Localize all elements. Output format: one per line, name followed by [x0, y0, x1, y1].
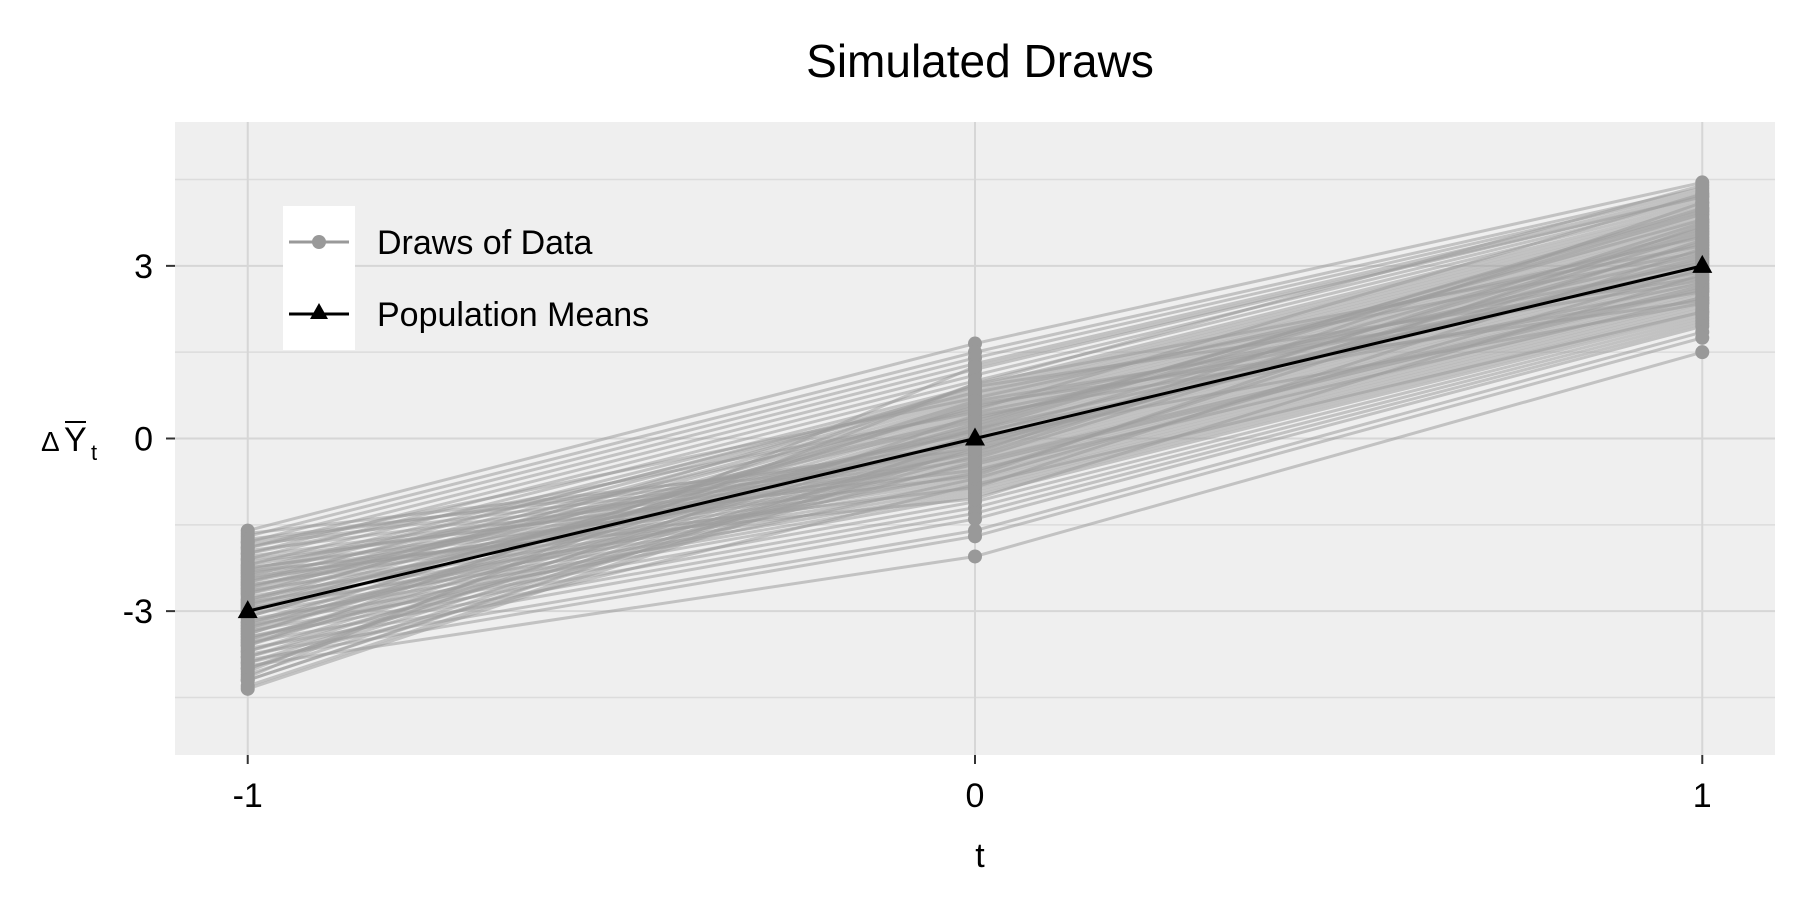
y-tick-label: 3: [134, 248, 153, 286]
draw-point: [1695, 270, 1710, 285]
y-axis-delta-symbol: Δ: [41, 426, 60, 457]
draw-point: [1695, 296, 1710, 311]
draw-point: [1695, 201, 1710, 216]
draw-point: [968, 491, 982, 506]
x-axis-title: t: [975, 837, 985, 875]
draw-point: [240, 572, 255, 587]
draw-point: [968, 379, 982, 394]
legend-label-means: Population Means: [377, 296, 649, 334]
y-axis-title: Δ Y t: [41, 421, 97, 465]
draw-point: [240, 560, 255, 575]
y-axis-main-label: Y: [64, 421, 87, 459]
draw-point: [1695, 186, 1710, 201]
draw-point: [968, 402, 982, 417]
draw-point: [240, 673, 255, 688]
population-means-group: [237, 254, 1713, 619]
legend-means-marker: [310, 303, 328, 319]
x-tick-label: -1: [233, 777, 263, 815]
legend-key-background: [283, 206, 355, 350]
draw-point: [968, 443, 982, 458]
population-mean-marker: [237, 600, 258, 619]
axes-group: -1 0 1 -3 0 3: [123, 248, 1712, 815]
population-mean-marker: [1692, 254, 1713, 273]
x-tick-label: 0: [966, 777, 985, 815]
draw-point: [240, 535, 255, 550]
draw-point: [968, 529, 982, 544]
draw-point: [968, 549, 982, 564]
y-tick-label: -3: [123, 593, 153, 631]
legend: Draws of Data Population Means: [283, 206, 649, 350]
draw-point: [968, 359, 982, 374]
legend-label-draws: Draws of Data: [377, 224, 592, 262]
draw-point: [1695, 330, 1710, 345]
draw-series-group: [240, 175, 1710, 696]
draw-point: [1695, 345, 1710, 360]
y-tick-label: 0: [134, 421, 153, 459]
draw-point: [240, 635, 255, 650]
draw-point: [968, 512, 982, 527]
legend-draws-marker: [312, 235, 326, 249]
x-tick-label: 1: [1693, 777, 1712, 815]
chart-title: Simulated Draws: [806, 35, 1154, 87]
draw-point: [240, 650, 255, 665]
draw-point: [968, 468, 982, 483]
draw-point: [240, 624, 255, 639]
y-axis-subscript: t: [91, 440, 97, 465]
population-mean-marker: [965, 427, 985, 446]
draw-point: [240, 661, 255, 676]
draw-point: [1695, 235, 1710, 250]
draw-point: [1695, 218, 1710, 233]
